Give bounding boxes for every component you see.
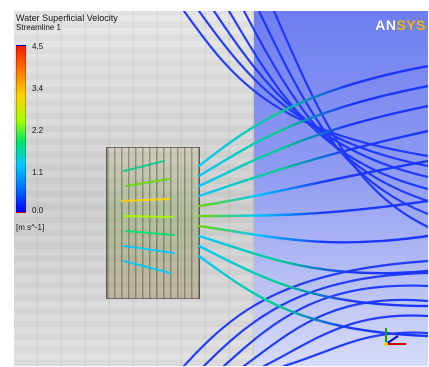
streamline bbox=[197, 254, 428, 338]
streamline bbox=[197, 104, 428, 188]
streamline bbox=[222, 284, 428, 366]
cfd-viewport[interactable]: Water Superficial Velocity Streamline 1 … bbox=[14, 11, 428, 366]
streamline bbox=[197, 199, 428, 218]
streamline bbox=[197, 224, 428, 244]
legend-subtitle: Streamline 1 bbox=[16, 23, 61, 32]
legend-tick: 3.4 bbox=[32, 84, 44, 93]
wall-surface bbox=[14, 11, 254, 366]
logo-main: AN bbox=[375, 17, 397, 33]
streamline bbox=[257, 11, 428, 216]
streamline bbox=[182, 11, 428, 158]
legend-tick: 1.1 bbox=[32, 168, 44, 177]
streamline bbox=[197, 84, 428, 178]
streamline bbox=[123, 215, 173, 218]
legend-colorbar bbox=[16, 45, 26, 213]
streamline bbox=[182, 259, 428, 366]
streamline bbox=[202, 271, 428, 366]
porous-mesh-box bbox=[106, 147, 200, 299]
streamline bbox=[123, 260, 171, 274]
legend-tick: 0.0 bbox=[32, 206, 44, 215]
streamline bbox=[197, 244, 428, 308]
legend: Water Superficial Velocity Streamline 1 … bbox=[16, 13, 156, 233]
streamline bbox=[121, 198, 170, 202]
streamline bbox=[272, 11, 428, 229]
streamline bbox=[125, 230, 175, 236]
streamline bbox=[262, 314, 428, 366]
streamline bbox=[197, 159, 428, 208]
legend-tick: 2.2 bbox=[32, 126, 44, 135]
logo: ANSYS bbox=[375, 17, 426, 33]
streamline bbox=[197, 11, 428, 168]
streamline bbox=[242, 11, 428, 203]
streamline bbox=[125, 178, 170, 187]
legend-title: Water Superficial Velocity bbox=[16, 13, 118, 23]
triad-icon bbox=[384, 328, 406, 346]
streamline bbox=[227, 11, 428, 191]
streamline bbox=[197, 64, 428, 168]
streamline bbox=[282, 331, 428, 366]
streamline bbox=[123, 160, 165, 172]
streamline bbox=[197, 234, 428, 275]
legend-tick: 4.5 bbox=[32, 42, 44, 51]
streamlines bbox=[121, 11, 428, 366]
streamline bbox=[197, 129, 428, 198]
streamline bbox=[242, 298, 428, 366]
logo-accent: SYS bbox=[396, 17, 426, 33]
legend-unit: [m s^-1] bbox=[16, 223, 45, 232]
streamline bbox=[123, 245, 175, 254]
